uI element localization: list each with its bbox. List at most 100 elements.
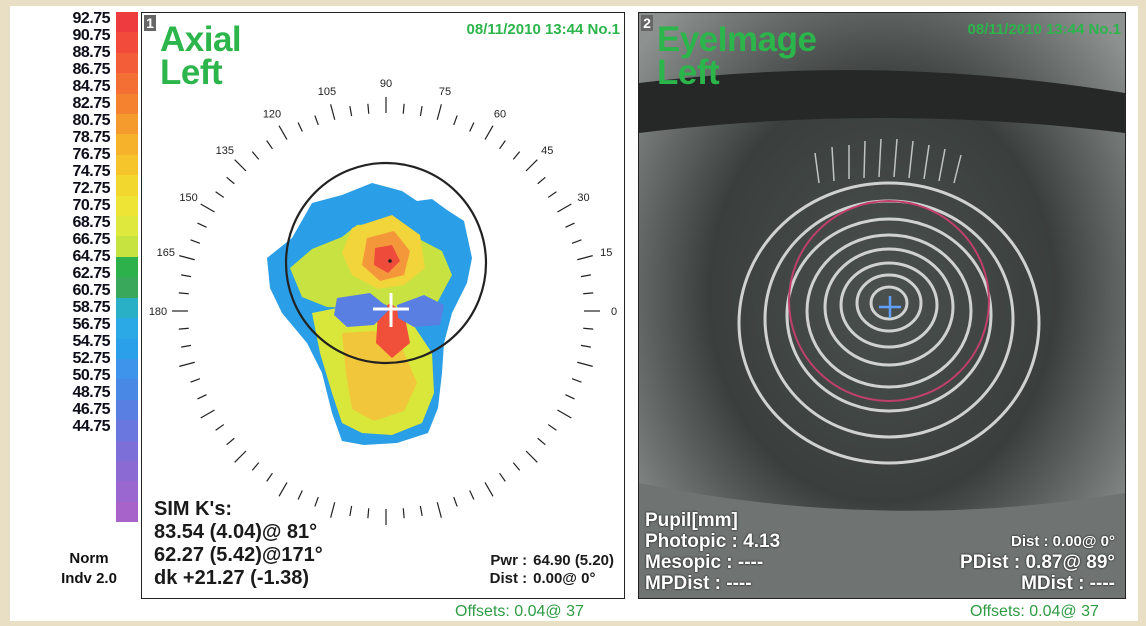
dial-tick xyxy=(179,361,195,367)
mdist-value: MDist : ---- xyxy=(1021,573,1115,594)
dial-tick xyxy=(234,159,247,172)
sim-ks-block: SIM K's: 83.54 (4.04)@ 81° 62.27 (5.42)@… xyxy=(154,498,323,590)
scale-swatch xyxy=(116,318,138,339)
dial-tick xyxy=(200,409,215,419)
dial-tick xyxy=(349,505,353,516)
scale-swatch xyxy=(116,297,138,319)
pupil-center-crosshair xyxy=(879,296,901,318)
report-sheet: 92.75 90.75 88.75 86.75 84.75 82.75 80.75 78.75… xyxy=(10,6,1138,621)
title-line2: Left xyxy=(160,53,223,92)
dial-tick xyxy=(278,482,288,497)
dial-tick xyxy=(583,327,594,330)
scale-value: 80.75 xyxy=(72,112,110,129)
scale-swatch xyxy=(116,93,138,115)
dial-tick xyxy=(419,106,423,117)
pupil-circle xyxy=(788,200,990,402)
scale-swatch xyxy=(116,256,138,278)
scale-value: 76.75 xyxy=(72,146,110,163)
eye-image-panel: 2 EyeImage Left 08/11/2010 13:44 No.1 Pu… xyxy=(638,12,1126,599)
mpdist-value: MPDist : ---- xyxy=(645,573,752,594)
timestamp: 08/11/2010 13:44 No.1 xyxy=(967,21,1121,38)
dial-tick xyxy=(499,140,506,150)
scale-value: 60.75 xyxy=(72,282,110,299)
scale-value: 64.75 xyxy=(72,248,110,265)
scale-value: 78.75 xyxy=(72,129,110,146)
pupil-header: Pupil[mm] xyxy=(645,510,738,531)
panel-title: EyeImage Left xyxy=(657,22,817,92)
scale-value: 70.75 xyxy=(72,197,110,214)
dial-tick xyxy=(537,176,546,185)
dial-tick xyxy=(419,505,423,516)
dial-tick xyxy=(251,151,260,160)
scale-swatch xyxy=(116,12,138,33)
indv-label: Indv 2.0 xyxy=(61,570,117,587)
eye-photo xyxy=(639,13,1125,598)
scale-swatch xyxy=(116,399,138,421)
color-scale: 92.75 90.75 88.75 86.75 84.75 82.75 80.75 78.75… xyxy=(10,6,148,621)
dial-tick xyxy=(583,292,594,295)
dial-tick xyxy=(484,125,494,140)
dial-tick xyxy=(402,508,405,519)
dial-angle-label: 105 xyxy=(318,86,336,98)
power-block: Pwr : 64.90 (5.20) Dist : 0.00@ 0° xyxy=(475,552,614,588)
dial-tick xyxy=(525,159,538,172)
dial-tick xyxy=(537,437,546,446)
dial-tick xyxy=(499,472,506,482)
title-line2: Left xyxy=(657,53,720,92)
dial-tick xyxy=(469,490,475,500)
dial-tick xyxy=(547,191,557,198)
dial-tick xyxy=(453,496,458,507)
dial-tick xyxy=(525,450,538,463)
dial-angle-label: 45 xyxy=(541,145,553,157)
dial-tick xyxy=(181,344,192,348)
scale-value: 72.75 xyxy=(72,180,110,197)
scale-swatch xyxy=(116,379,138,400)
map-zone-blue-left xyxy=(334,293,390,327)
scale-value: 50.75 xyxy=(72,367,110,384)
axial-map-panel: 1 Axial Left 08/11/2010 13:44 No.1 90 105… xyxy=(141,12,625,599)
dial-tick xyxy=(580,274,591,278)
title-line1: Axial xyxy=(160,20,242,59)
pdist-value: PDist : 0.87@ 89° xyxy=(960,552,1115,573)
dial-tick xyxy=(266,472,273,482)
scale-value: 44.75 xyxy=(72,418,110,435)
dial-tick xyxy=(557,409,572,419)
upper-lid-shadow xyxy=(639,70,1125,133)
scale-swatch xyxy=(116,420,138,441)
dial-tick xyxy=(190,239,201,244)
dial-tick xyxy=(215,424,225,431)
dial-tick xyxy=(297,122,303,132)
dial-tick xyxy=(278,125,288,140)
scale-swatch xyxy=(116,134,138,155)
dist-value: 0.00@ 0° xyxy=(533,570,596,587)
dial-tick xyxy=(571,378,582,383)
scale-swatch xyxy=(116,481,138,502)
dial-tick xyxy=(200,203,215,213)
dial-tick xyxy=(251,462,260,471)
dial-tick xyxy=(226,176,235,185)
pwr-value: 64.90 (5.20) xyxy=(533,552,614,569)
scale-swatch xyxy=(116,195,138,217)
dial-tick xyxy=(577,255,593,261)
dial-tick xyxy=(565,222,575,228)
scale-value: 86.75 xyxy=(72,61,110,78)
timestamp: 08/11/2010 13:44 No.1 xyxy=(466,21,620,38)
dial-tick xyxy=(367,103,370,114)
dial-angle-label: 30 xyxy=(577,192,589,204)
dial-tick xyxy=(266,140,273,150)
panel-number: 1 xyxy=(144,15,156,31)
map-zone-blue-right xyxy=(397,295,444,327)
dial-angle-label: 90 xyxy=(380,78,392,90)
dial-tick xyxy=(181,274,192,278)
dial-tick xyxy=(179,255,195,261)
dial-tick xyxy=(577,361,593,367)
scale-value: 62.75 xyxy=(72,265,110,282)
dial-tick xyxy=(226,437,235,446)
dist-value: Dist : 0.00@ 0° xyxy=(1011,533,1115,550)
dial-tick xyxy=(190,378,201,383)
dial-angle-label: 120 xyxy=(263,109,281,121)
scale-bar xyxy=(116,12,138,523)
dial-tick xyxy=(349,106,353,117)
